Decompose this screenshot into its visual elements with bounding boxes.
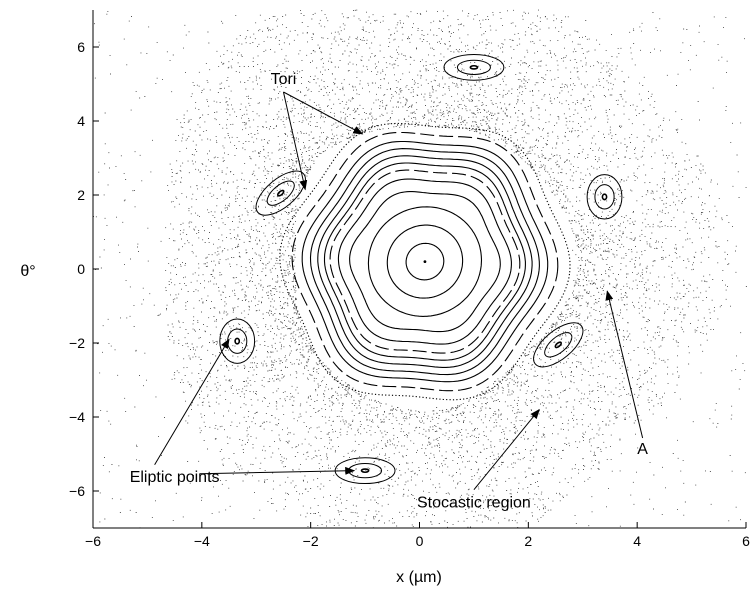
annotation-arrow-0-1 — [282, 91, 308, 191]
island-3-contour-2 — [360, 468, 370, 474]
torus-0 — [405, 242, 445, 281]
island-1-contour-1 — [594, 184, 615, 210]
island-5-contour-0 — [255, 170, 306, 216]
annotation-label-1: A — [637, 441, 648, 458]
island-2-contour-2 — [554, 341, 563, 349]
annotation-label-2: Eliptic points — [130, 469, 220, 486]
island-4-contour-2 — [234, 337, 241, 345]
x-tick-label: 4 — [633, 533, 641, 549]
torus-10 — [291, 131, 559, 392]
annotation-arrow-1-0 — [605, 290, 644, 439]
island-4-contour-0 — [219, 318, 256, 364]
island-1 — [586, 174, 623, 220]
torus-9 — [301, 140, 549, 383]
island-5-contour-1 — [266, 180, 295, 206]
torus-5 — [329, 169, 521, 354]
x-tick-label: 2 — [524, 533, 532, 549]
island-2-contour-0 — [533, 322, 584, 368]
island-1-contour-2 — [601, 193, 608, 201]
annotation-arrow-0-0 — [283, 91, 364, 135]
annotation-label-0: Tori — [271, 71, 297, 88]
torus-1 — [386, 224, 464, 299]
torus-2 — [367, 206, 483, 317]
stochastic-scatter-layer — [93, 9, 747, 529]
y-axis-label: θ° — [20, 263, 35, 280]
island-4 — [219, 318, 256, 364]
y-tick-label: 0 — [77, 261, 85, 277]
x-axis-label: x (µm) — [396, 569, 442, 586]
y-tick-label: 4 — [77, 113, 85, 129]
x-tick-label: 6 — [742, 533, 750, 549]
torus-8 — [309, 148, 540, 376]
y-tick-label: −6 — [69, 483, 85, 499]
central-elliptic-point — [423, 260, 427, 263]
island-1-contour-0 — [586, 174, 623, 220]
island-5-contour-2 — [276, 189, 285, 197]
annotation-arrow-2-0 — [154, 338, 230, 466]
island-0-contour-2 — [469, 64, 479, 70]
axes: −6 −4 −2 0 2 4 6 −6 −4 −2 0 2 4 6 — [69, 10, 750, 549]
x-tick-label: −6 — [85, 533, 101, 549]
y-tick-label: −4 — [69, 409, 85, 425]
island-layer — [219, 53, 623, 485]
x-tick-label: −4 — [194, 533, 210, 549]
annotation-arrow-3-0 — [473, 408, 540, 490]
torus-3 — [349, 191, 501, 333]
stochastic-points — [93, 9, 747, 529]
torus-4 — [337, 178, 512, 345]
torus-11 — [279, 122, 571, 401]
annotations: Tori A Eliptic points Stocastic region — [130, 71, 649, 512]
annotation-arrow-2-1 — [199, 466, 356, 475]
y-tick-label: 2 — [77, 187, 85, 203]
x-tick-label: −2 — [303, 533, 319, 549]
x-tick-label: 0 — [416, 533, 424, 549]
island-0-contour-1 — [456, 59, 491, 75]
y-tick-label: 6 — [77, 39, 85, 55]
island-5 — [255, 170, 306, 216]
island-2-contour-1 — [544, 332, 573, 358]
annotation-label-3: Stocastic region — [417, 495, 531, 512]
island-0 — [443, 53, 505, 81]
torus-7 — [317, 155, 533, 368]
torus-6 — [323, 162, 526, 361]
y-tick-label: −2 — [69, 335, 85, 351]
tori-layer — [279, 122, 571, 401]
island-0-contour-0 — [443, 53, 505, 81]
island-2 — [533, 322, 584, 368]
